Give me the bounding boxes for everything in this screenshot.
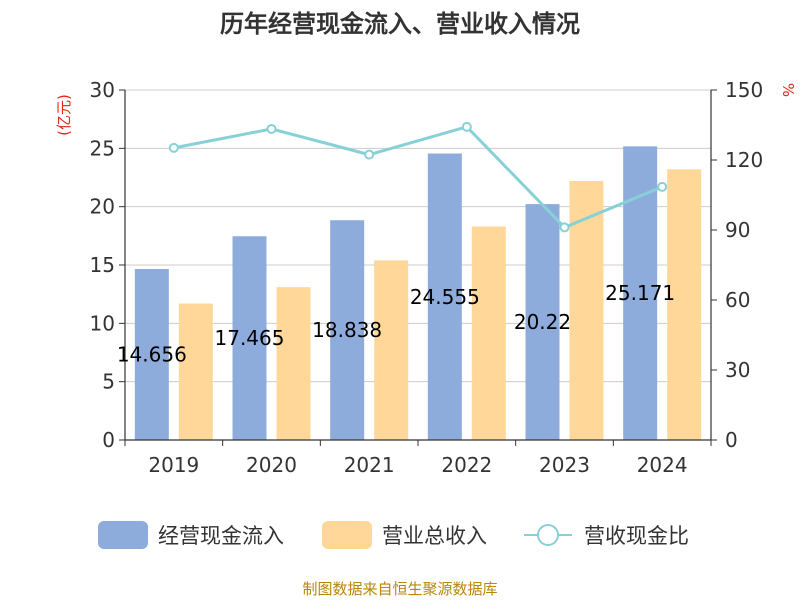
- y-right-unit: %: [779, 83, 797, 97]
- y-right-tick-label: 120: [725, 148, 763, 172]
- bar-cash-inflow: [134, 269, 169, 440]
- y-left-tick-label: 25: [90, 136, 115, 160]
- y-right-tick-label: 0: [725, 428, 738, 452]
- y-left-tick-label: 30: [90, 78, 115, 102]
- y-left-tick-label: 0: [102, 428, 115, 452]
- ratio-point: [266, 123, 277, 134]
- bar-revenue: [667, 169, 702, 441]
- ratio-point: [657, 181, 668, 192]
- x-tick-label: 2019: [148, 453, 199, 477]
- ratio-point: [364, 149, 375, 160]
- legend-swatch: [322, 521, 372, 549]
- ratio-line-path: [173, 125, 663, 230]
- y-left-tick-label: 20: [90, 195, 115, 219]
- data-label: 18.838: [312, 318, 382, 342]
- y-right-tick-label: 30: [725, 358, 750, 382]
- bars: [134, 146, 702, 441]
- ratio-point: [168, 142, 179, 153]
- chart-title: 历年经营现金流入、营业收入情况: [220, 10, 580, 38]
- bar-revenue: [178, 303, 213, 440]
- data-label: 25.171: [605, 281, 675, 305]
- x-tick-label: 2024: [637, 453, 688, 477]
- legend-marker: [537, 524, 559, 546]
- y-left-tick-label: 5: [102, 370, 115, 394]
- x-tick-label: 2021: [344, 453, 395, 477]
- source-note: 制图数据来自恒生聚源数据库: [302, 580, 497, 598]
- y-left-tick-label: 15: [90, 253, 115, 277]
- legend-label: 营收现金比: [584, 524, 689, 548]
- legend: 经营现金流入 营业总收入 营收现金比: [98, 521, 689, 549]
- grid-lines: [125, 89, 711, 383]
- x-tick-label: 2023: [539, 453, 590, 477]
- bar-cash-inflow: [232, 236, 267, 440]
- axes: 0 5 10 15 20 25 30 0 30 60 90 120 150 2019 2020 2021 202…: [90, 78, 764, 477]
- data-label: 14.656: [117, 343, 187, 367]
- bar-revenue: [471, 226, 506, 440]
- y-left-tick-label: 10: [90, 311, 115, 335]
- bar-revenue: [374, 260, 409, 440]
- bar-revenue: [276, 287, 311, 440]
- bar-labels: 14.656 17.465 18.838 24.555 20.22 25.171: [117, 281, 675, 366]
- legend-label: 经营现金流入: [158, 524, 284, 548]
- legend-swatch: [98, 521, 148, 549]
- bar-cash-inflow: [525, 204, 560, 440]
- x-tick-label: 2020: [246, 453, 297, 477]
- y-left-unit: (亿元): [55, 94, 73, 136]
- x-tick-label: 2022: [441, 453, 492, 477]
- y-right-tick-label: 90: [725, 218, 750, 242]
- bar-cash-inflow: [330, 220, 365, 440]
- ratio-point: [461, 121, 472, 132]
- data-label: 20.22: [514, 310, 571, 334]
- y-right-tick-label: 150: [725, 78, 763, 102]
- data-label: 24.555: [410, 285, 480, 309]
- y-right-tick-label: 60: [725, 288, 750, 312]
- ratio-point: [559, 222, 570, 233]
- legend-label: 营业总收入: [382, 524, 487, 548]
- bar-cash-inflow: [427, 153, 462, 440]
- ratio-line: [168, 121, 668, 233]
- data-label: 17.465: [215, 326, 285, 350]
